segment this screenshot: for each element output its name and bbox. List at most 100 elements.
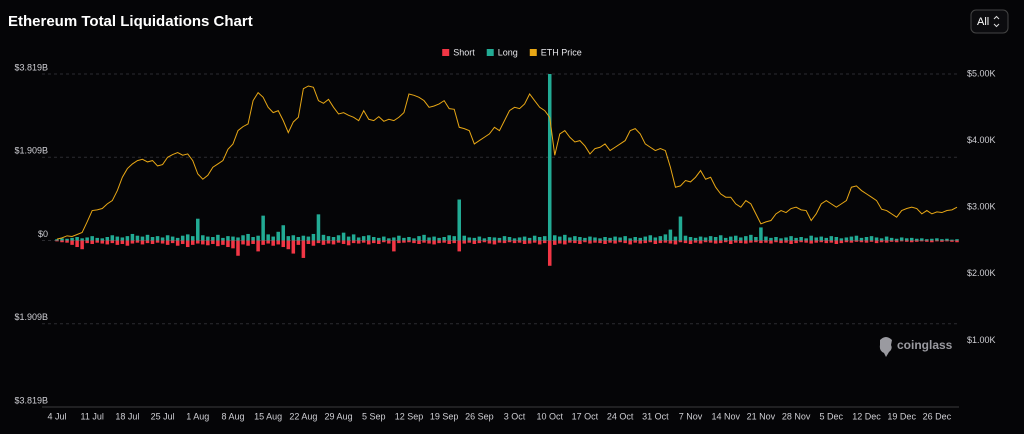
bar	[648, 235, 653, 241]
bar	[547, 240, 552, 266]
bar	[115, 240, 120, 245]
bar	[507, 237, 512, 241]
y-tick-label: $0	[38, 229, 48, 239]
bar	[95, 240, 99, 243]
bar	[341, 232, 346, 241]
bar	[945, 240, 949, 242]
y2-tick-label: $2.00K	[967, 268, 996, 278]
bar	[718, 235, 723, 241]
bar	[336, 240, 341, 243]
bar	[437, 237, 441, 241]
bar	[346, 240, 351, 246]
bar	[457, 199, 461, 241]
bar	[316, 240, 321, 244]
bar	[402, 240, 406, 243]
bar	[361, 236, 366, 241]
bar	[859, 237, 864, 241]
chevron-icon[interactable]	[993, 15, 1000, 28]
x-tick-label: 7 Nov	[679, 411, 703, 421]
bar	[216, 240, 220, 247]
range-button[interactable]: All	[970, 9, 1009, 34]
bar	[628, 238, 632, 241]
bar	[789, 236, 793, 241]
bar	[291, 235, 296, 241]
bar	[60, 238, 64, 241]
bar	[653, 237, 658, 241]
bar	[734, 235, 738, 241]
bar	[834, 237, 839, 241]
bar	[85, 237, 89, 241]
bar	[764, 240, 768, 243]
bar	[145, 234, 150, 241]
bar	[598, 238, 602, 241]
bar	[185, 234, 190, 241]
bar	[899, 240, 904, 242]
bar	[774, 240, 778, 243]
x-tick-label: 26 Dec	[923, 411, 952, 421]
bar	[140, 240, 145, 245]
bar	[542, 236, 547, 241]
range-button-label[interactable]: All	[977, 16, 989, 28]
bar	[688, 237, 693, 241]
bar	[588, 240, 592, 244]
bar	[271, 236, 275, 241]
bar	[487, 240, 492, 244]
bar	[819, 236, 824, 241]
price-line	[56, 85, 958, 240]
bar	[945, 238, 949, 241]
bar	[703, 237, 708, 241]
bar	[120, 237, 125, 241]
bar	[693, 237, 698, 241]
bar	[653, 240, 658, 244]
watermark: coinglass	[879, 337, 953, 357]
bar	[110, 240, 115, 244]
bar	[915, 238, 919, 241]
bar	[844, 240, 849, 243]
bar	[246, 240, 250, 246]
bar	[185, 240, 190, 248]
bar	[628, 240, 632, 245]
bar	[879, 238, 884, 241]
bar	[950, 239, 954, 241]
bar	[718, 240, 723, 244]
bar	[462, 235, 467, 241]
x-tick-label: 21 Nov	[747, 411, 776, 421]
x-tick-label: 24 Oct	[607, 411, 634, 421]
bar	[175, 237, 180, 241]
bar	[175, 240, 180, 246]
bar	[422, 240, 426, 243]
bar	[723, 240, 728, 243]
bar	[372, 240, 376, 244]
bar	[889, 237, 894, 241]
bar	[708, 236, 713, 241]
bar	[703, 240, 708, 243]
bar	[432, 236, 436, 241]
bar	[437, 240, 441, 244]
bar	[633, 240, 637, 243]
bar	[502, 236, 507, 241]
bar	[754, 240, 758, 243]
bar	[693, 240, 698, 243]
x-tick-label: 17 Oct	[572, 411, 599, 421]
bar	[527, 240, 532, 244]
range-button-frame[interactable]	[970, 9, 1009, 34]
bar	[301, 240, 306, 258]
legend-swatch	[529, 49, 537, 56]
bar	[100, 240, 105, 244]
bar	[739, 237, 743, 241]
bar	[412, 238, 416, 241]
bar	[698, 240, 703, 244]
bar	[593, 240, 597, 243]
bar	[935, 238, 939, 241]
bar	[754, 237, 758, 241]
bar	[206, 236, 210, 241]
bar	[744, 240, 748, 244]
bar	[301, 235, 306, 241]
y-tick-label: $3.819B	[14, 395, 48, 405]
bar	[824, 237, 829, 241]
bar	[844, 237, 849, 241]
bar	[55, 239, 59, 241]
bar	[487, 237, 492, 241]
bar	[864, 237, 869, 241]
